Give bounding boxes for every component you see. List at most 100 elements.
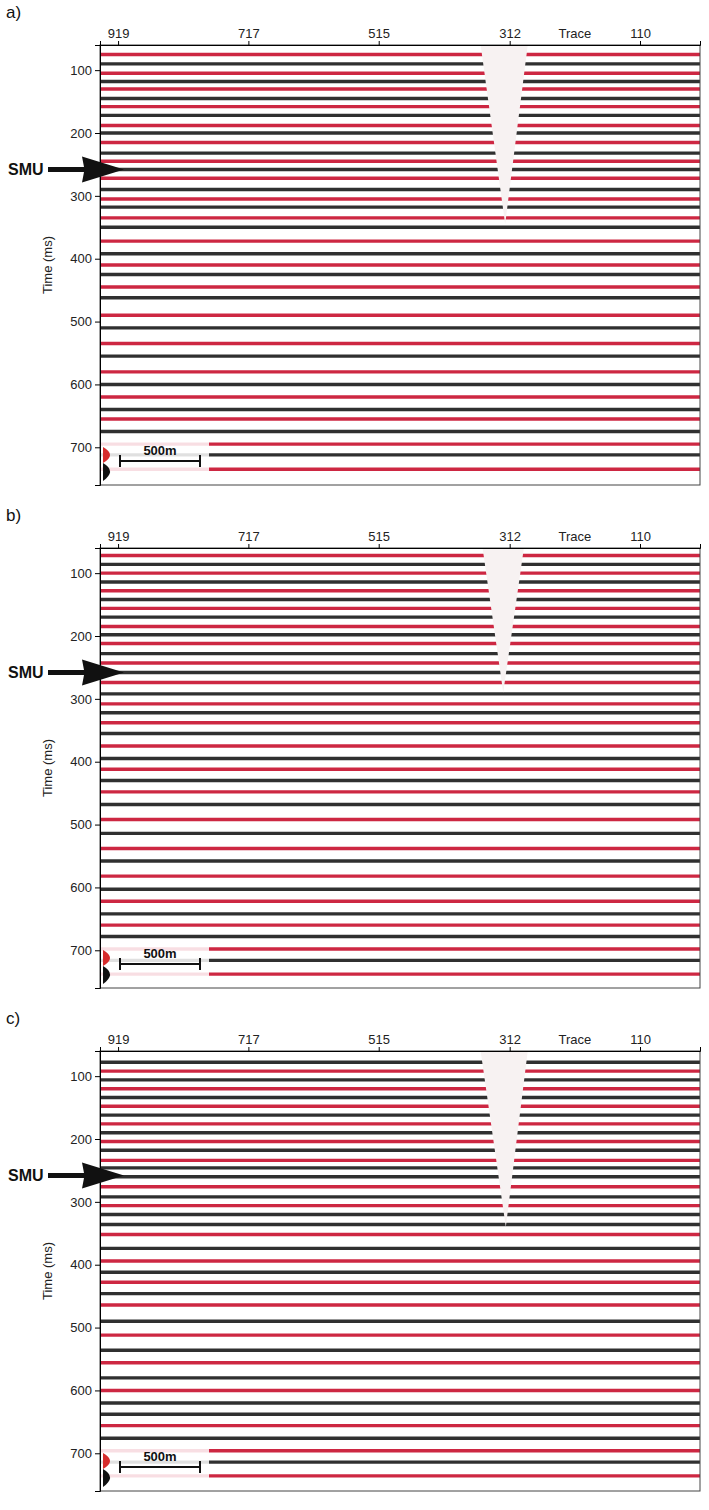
x-tick-label: 110 <box>630 26 651 41</box>
reflector <box>100 1223 700 1226</box>
reflector <box>100 1413 700 1416</box>
reflector <box>100 757 700 760</box>
x-tick-mark <box>379 1047 380 1051</box>
reflector <box>100 874 700 877</box>
y-tick-mark <box>95 636 100 637</box>
y-tick-mark <box>95 196 100 197</box>
reflector <box>100 1185 700 1188</box>
reflector <box>100 642 700 645</box>
polarity-negative <box>103 463 110 481</box>
y-tick-label: 400 <box>70 1257 92 1272</box>
y-tick-mark <box>95 1328 100 1329</box>
reflector <box>100 408 700 411</box>
y-tick: 200 <box>70 629 100 644</box>
scale-bar-patch <box>101 1443 209 1490</box>
y-tick: 100 <box>70 1069 100 1084</box>
reflector <box>100 1348 700 1351</box>
y-tick-label: 300 <box>70 1195 92 1210</box>
plot-background <box>100 1051 700 1491</box>
y-tick-label: 400 <box>70 251 92 266</box>
x-tick: 919 <box>108 26 130 45</box>
reflector <box>100 888 700 891</box>
plot-area <box>100 1051 700 1491</box>
marker-arrow <box>48 1162 124 1188</box>
y-tick-mark <box>95 1139 100 1140</box>
x-axis: 919717515312110 <box>101 26 701 46</box>
reflector <box>100 625 700 628</box>
reflector <box>100 1259 700 1262</box>
scale-bar-end <box>199 455 201 467</box>
reflector <box>100 1166 700 1169</box>
reflector <box>100 615 700 618</box>
x-tick: 515 <box>368 1032 390 1051</box>
reflector <box>100 1087 700 1090</box>
y-tick: 100 <box>70 566 100 581</box>
reflector <box>100 1078 700 1081</box>
x-tick: 919 <box>108 1032 130 1051</box>
reflector <box>100 661 700 664</box>
reflector <box>100 285 700 288</box>
reflector <box>100 702 700 705</box>
x-tick-mark <box>640 1047 641 1051</box>
scale-bar-line <box>120 1466 200 1468</box>
y-axis: 100200300400500600700 <box>70 1052 100 1492</box>
reflector <box>100 370 700 373</box>
plot-area <box>100 548 700 988</box>
y-tick-label: 100 <box>70 63 92 78</box>
reflector <box>100 900 700 903</box>
x-tick: 110 <box>630 1032 651 1051</box>
y-tick-mark <box>95 322 100 323</box>
y-tick-mark <box>95 1390 100 1391</box>
reflector <box>100 1122 700 1125</box>
reflector <box>100 790 700 793</box>
x-tick: 515 <box>368 26 390 45</box>
x-tick-label: 919 <box>108 529 130 544</box>
reflector <box>100 554 700 557</box>
x-tick-mark <box>379 544 380 548</box>
reflector <box>100 1333 700 1336</box>
y-tick: 700 <box>70 943 100 958</box>
scale-bar-end <box>119 958 121 970</box>
y-tick: 200 <box>70 126 100 141</box>
reflector <box>100 1233 700 1236</box>
reflector <box>100 571 700 574</box>
panel-letter: b) <box>6 506 21 525</box>
reflector <box>100 141 700 144</box>
reflector <box>100 1361 700 1364</box>
y-tick-mark <box>95 950 100 951</box>
y-tick-mark <box>95 70 100 71</box>
reflector <box>100 563 700 566</box>
reflector <box>100 589 700 592</box>
y-tick-mark <box>95 573 100 574</box>
y-tick: 400 <box>70 1257 100 1272</box>
reflector <box>100 80 700 83</box>
reflector <box>100 1096 700 1099</box>
reflector <box>100 1247 700 1250</box>
reflector <box>100 847 700 850</box>
polarity-positive <box>103 1453 110 1469</box>
y-tick-mark <box>95 1076 100 1077</box>
reflector <box>100 935 700 938</box>
reflector <box>100 53 700 56</box>
x-axis: 919717515312110 <box>101 529 701 549</box>
reflector <box>100 1175 700 1178</box>
scale-bar-label: 500m <box>143 1449 176 1464</box>
reflector <box>100 1271 700 1274</box>
y-tick-label: 600 <box>70 377 92 392</box>
reflector <box>100 62 700 65</box>
reflector <box>100 326 700 329</box>
x-tick-label: 515 <box>368 26 390 41</box>
y-tick-label: 600 <box>70 880 92 895</box>
x-tick: 717 <box>238 26 260 45</box>
polarity-negative <box>103 966 110 984</box>
reflector <box>100 711 700 714</box>
y-tick: 600 <box>70 1383 100 1398</box>
marker-arrow <box>48 156 124 182</box>
reflector <box>100 1061 700 1064</box>
y-tick: 300 <box>70 189 100 204</box>
x-tick-label: 919 <box>108 1032 130 1047</box>
scale-bar-patch <box>101 940 209 987</box>
y-tick: 700 <box>70 440 100 455</box>
panel-letter: c) <box>6 1009 20 1028</box>
reflector <box>100 160 700 163</box>
